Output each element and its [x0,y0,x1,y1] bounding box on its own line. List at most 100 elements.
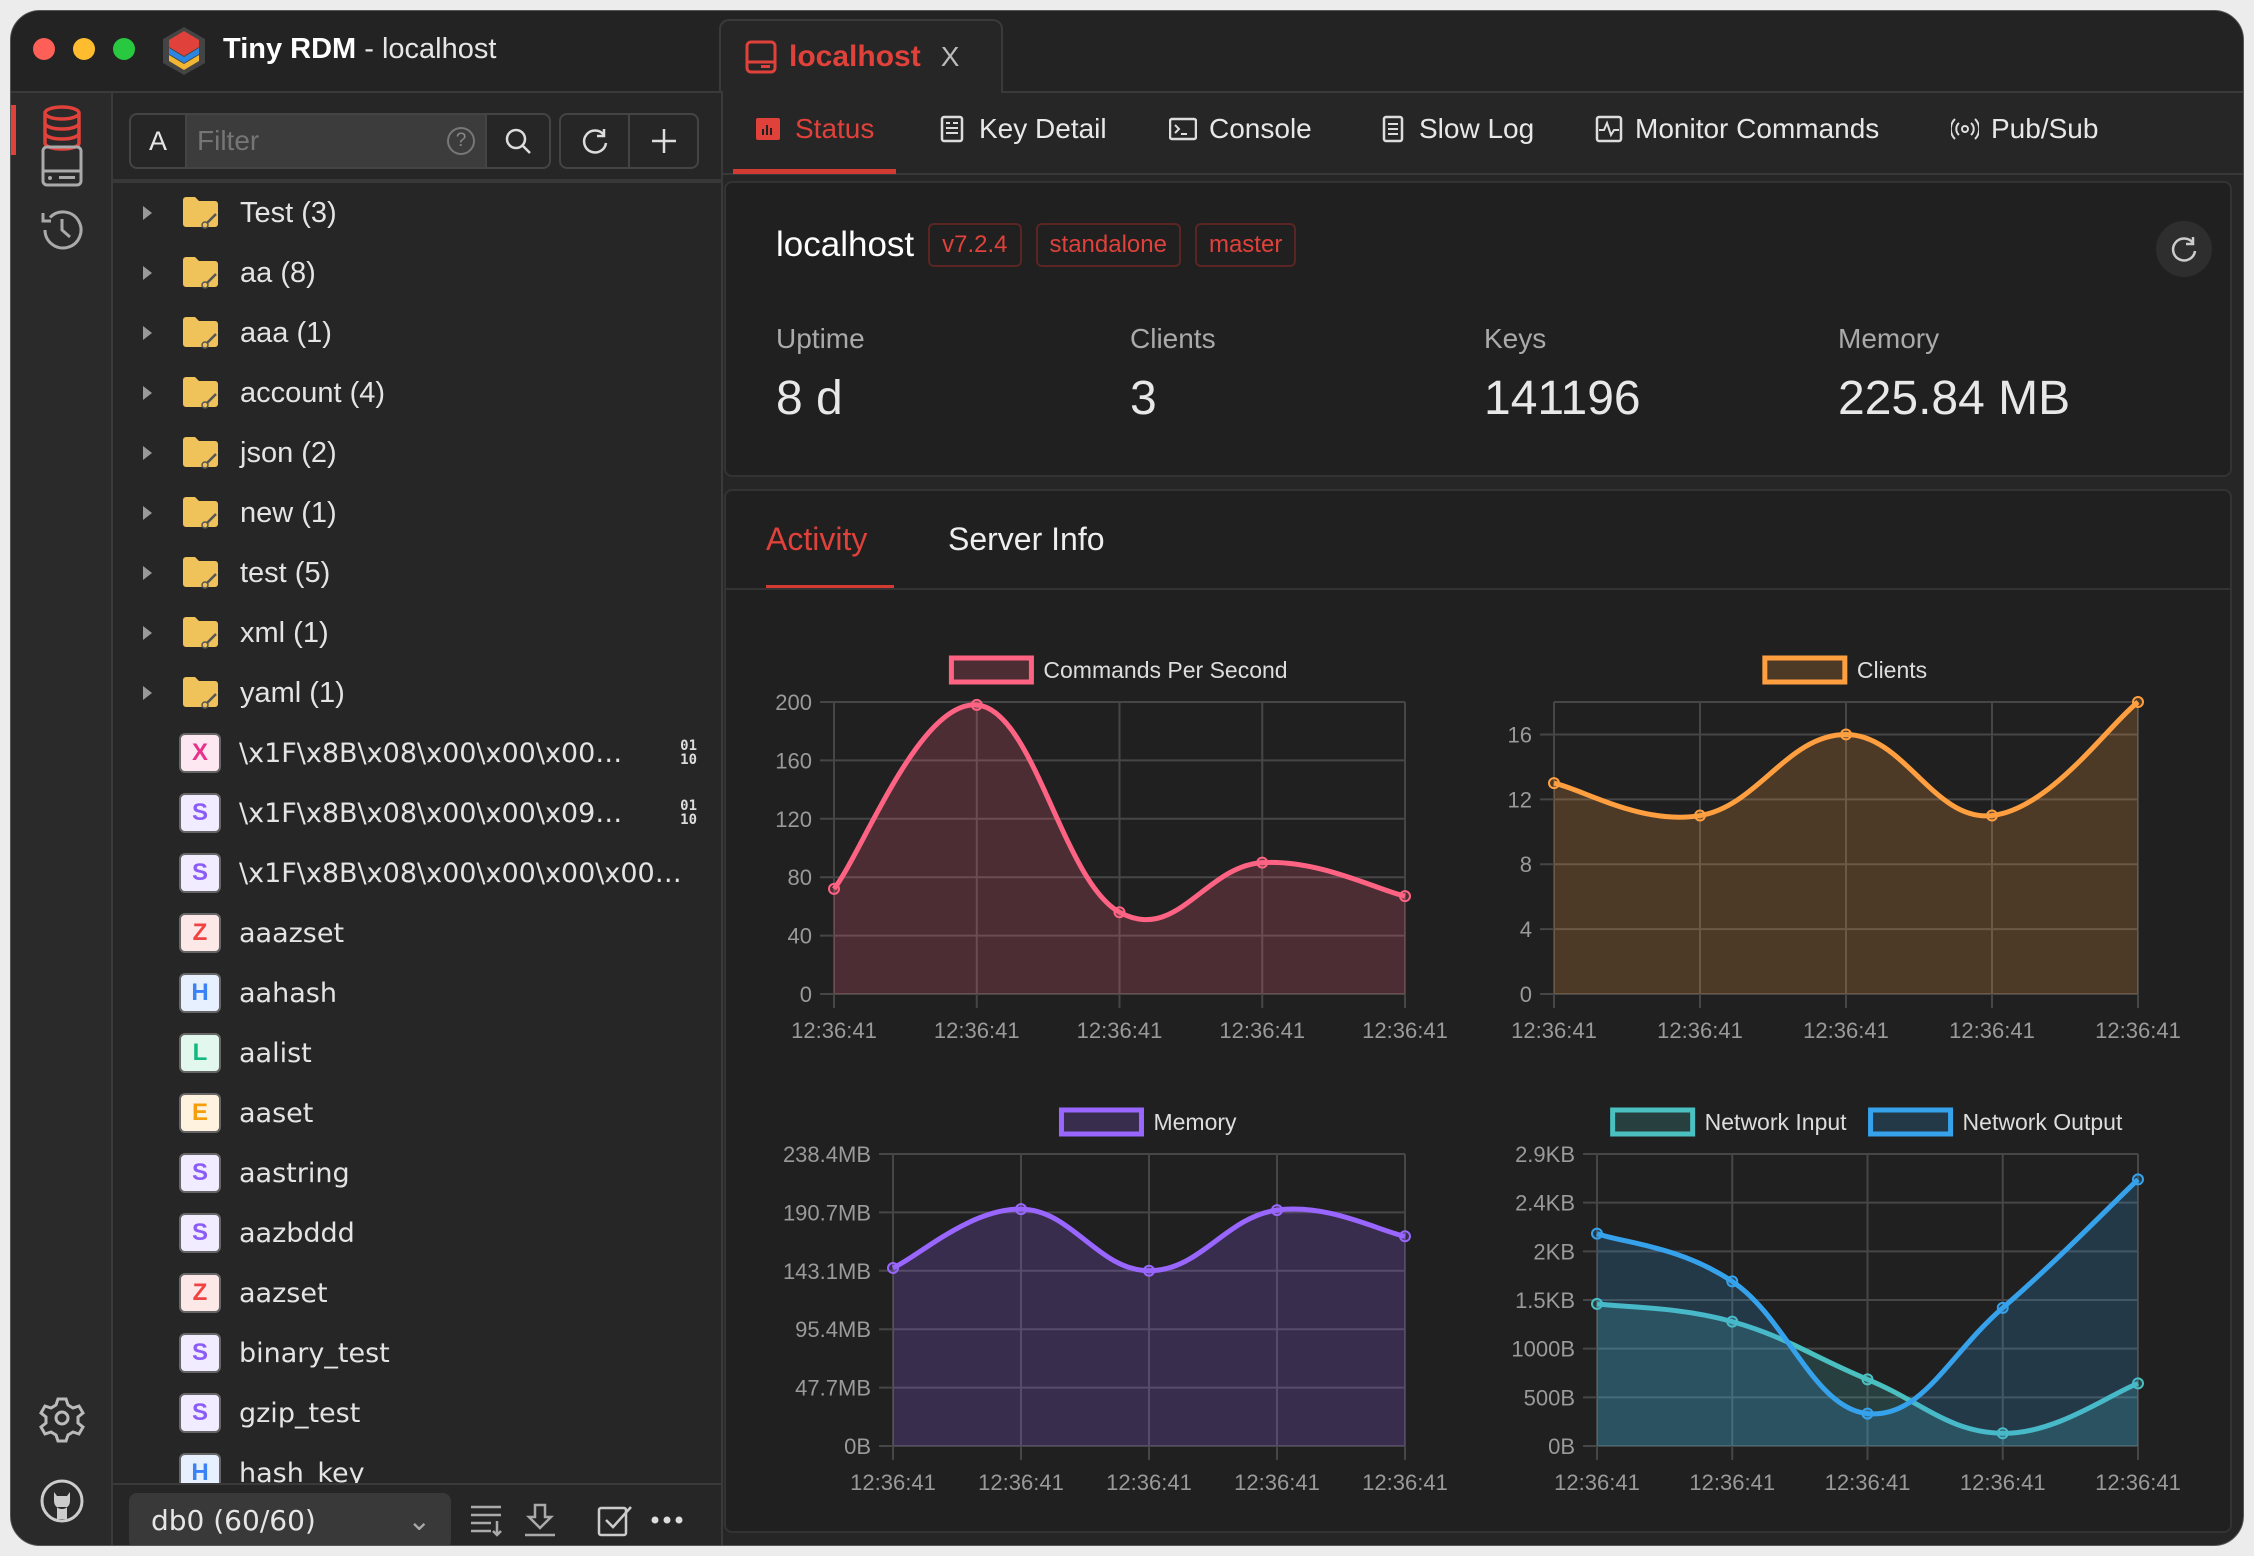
data-point[interactable] [1399,890,1411,903]
data-point[interactable] [828,882,840,895]
folder-row[interactable]: yaml (1) [113,663,721,723]
legend-swatch[interactable] [1762,655,1848,685]
import-download-icon[interactable] [523,1503,559,1537]
data-point[interactable] [1996,1301,2009,1314]
filter-type-button[interactable]: A [131,115,187,167]
data-point[interactable] [1256,856,1269,869]
data-point[interactable] [1726,1315,1739,1328]
data-point[interactable] [1726,1275,1739,1288]
folder-row[interactable]: aaa (1) [113,303,721,363]
add-key-button[interactable] [628,115,697,167]
data-point[interactable] [2132,1377,2144,1390]
data-point[interactable] [1694,809,1706,822]
refresh-status-button[interactable] [2156,221,2212,277]
legend-label[interactable]: Commands Per Second [1043,657,1287,683]
data-point[interactable] [1015,1203,1027,1216]
filter-help-icon[interactable]: ? [447,127,475,155]
expand-arrow-icon[interactable] [143,386,152,400]
expand-arrow-icon[interactable] [143,506,152,520]
sort-list-icon[interactable] [469,1503,505,1537]
expand-arrow-icon[interactable] [143,266,152,280]
data-point[interactable] [1591,1297,1603,1310]
folder-row[interactable]: aa (8) [113,243,721,303]
minimize-window-button[interactable] [73,38,95,60]
data-point[interactable] [1143,1264,1155,1277]
history-icon[interactable] [37,205,87,255]
data-point[interactable] [1996,1427,2009,1440]
connection-tab-localhost[interactable]: localhost X [719,19,1003,93]
close-tab-icon[interactable]: X [940,41,960,72]
data-point[interactable] [887,1262,899,1275]
key-row[interactable]: X \x1F\x8B\x08\x00\x00\x00\x0... 01 10 [113,723,721,783]
key-row[interactable]: S \x1F\x8B\x08\x00\x00\x00\x00\x0... [113,843,721,903]
github-icon[interactable] [37,1476,87,1526]
legend-swatch[interactable] [1610,1107,1696,1137]
legend-label[interactable]: Memory [1153,1109,1237,1135]
tab-pub-sub[interactable]: Pub/Sub [1951,113,2098,145]
data-point[interactable] [1591,1227,1603,1240]
search-button[interactable] [485,115,549,167]
more-options-icon[interactable] [651,1515,683,1525]
data-point[interactable] [1861,1407,1874,1420]
data-point[interactable] [1861,1373,1874,1386]
chart-0: 0 40 80 120 160 200 12:36:41 12:36:41 12:36:41 12… [775,655,1448,1043]
data-point[interactable] [2132,1173,2144,1186]
database-icon[interactable] [37,103,87,153]
folder-label: yaml (1) [240,676,345,709]
folder-row[interactable]: xml (1) [113,603,721,663]
subtab-server-info[interactable]: Server Info [948,521,1105,557]
tab-console[interactable]: Console [1169,113,1312,145]
folder-row[interactable]: test (5) [113,543,721,603]
expand-arrow-icon[interactable] [143,206,152,220]
legend-swatch[interactable] [1868,1107,1954,1137]
expand-arrow-icon[interactable] [143,326,152,340]
tab-monitor-commands[interactable]: Monitor Commands [1595,113,1879,145]
expand-arrow-icon[interactable] [143,446,152,460]
legend-label[interactable]: Network Input [1705,1109,1848,1135]
data-point[interactable] [1399,1230,1411,1243]
data-point[interactable] [1113,906,1126,919]
legend-swatch[interactable] [948,655,1034,685]
server-icon[interactable] [37,139,87,189]
subtab-activity[interactable]: Activity [766,521,868,557]
server-icon [745,40,777,74]
check-select-icon[interactable] [597,1503,633,1537]
data-point[interactable] [1840,728,1852,741]
data-point[interactable] [2132,696,2144,708]
data-point[interactable] [970,698,983,711]
tab-slow-log[interactable]: Slow Log [1379,113,1534,145]
key-row[interactable]: S \x1F\x8B\x08\x00\x00\x09n\x8... 01 10 [113,783,721,843]
folder-row[interactable]: json (2) [113,423,721,483]
data-point[interactable] [1271,1204,1283,1217]
folder-row[interactable]: new (1) [113,483,721,543]
filter-input[interactable] [187,125,437,157]
database-select[interactable]: db0 (60/60) ⌄ [129,1493,451,1545]
expand-arrow-icon[interactable] [143,566,152,580]
expand-arrow-icon[interactable] [143,686,152,700]
settings-gear-icon[interactable] [37,1393,87,1443]
data-point[interactable] [1986,809,1998,822]
close-window-button[interactable] [33,38,55,60]
reload-button[interactable] [561,115,628,167]
key-type-badge: S [179,1153,221,1193]
tab-key-detail[interactable]: Key Detail [939,113,1107,145]
legend-label[interactable]: Clients [1857,657,1927,683]
folder-row[interactable]: account (4) [113,363,721,423]
legend-swatch[interactable] [1058,1107,1144,1137]
data-point[interactable] [1548,777,1560,790]
expand-arrow-icon[interactable] [143,626,152,640]
legend-label[interactable]: Network Output [1963,1109,2123,1135]
maximize-window-button[interactable] [113,38,135,60]
tab-status[interactable]: Status [755,113,874,145]
folder-row[interactable]: Test (3) [113,183,721,243]
